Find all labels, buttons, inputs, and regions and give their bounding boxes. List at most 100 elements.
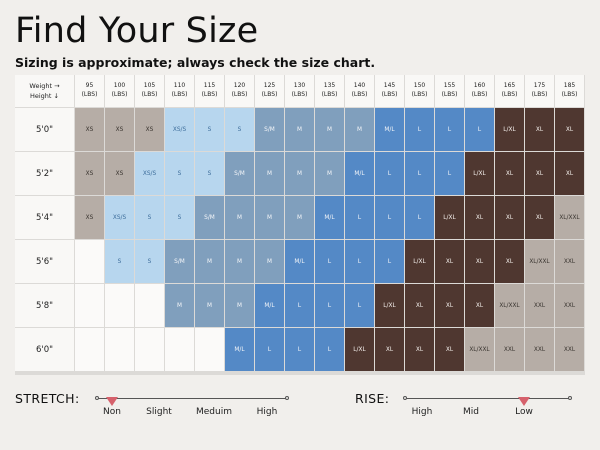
height-row-header: 5'4" (15, 196, 74, 239)
size-cell: XS (105, 152, 134, 195)
weight-height-corner-label: Weight → Height ↓ (15, 75, 74, 107)
size-cell (165, 328, 194, 371)
weight-value: 155 (443, 82, 456, 90)
size-cell: S (135, 196, 164, 239)
weight-unit: (LBS) (261, 91, 278, 98)
size-cell (135, 284, 164, 327)
weight-value: 160 (473, 82, 486, 90)
rise-scale-line (405, 398, 570, 399)
rise-scale-endpoint (568, 396, 572, 400)
weight-value: 110 (173, 82, 186, 90)
weight-unit: (LBS) (291, 91, 308, 98)
rise-tick-label: Mid (463, 407, 479, 417)
size-cell: M/L (285, 240, 314, 283)
size-cell: M/L (225, 328, 254, 371)
size-cell (195, 328, 224, 371)
weight-unit: (LBS) (381, 91, 398, 98)
weight-value: 185 (563, 82, 576, 90)
size-cell: XL (405, 284, 434, 327)
size-cell: XL (405, 328, 434, 371)
weight-value: 95 (85, 82, 94, 90)
size-cell: XS/S (165, 108, 194, 151)
size-cell: XXL (555, 328, 584, 371)
size-cell: M (195, 284, 224, 327)
weight-value: 105 (143, 82, 156, 90)
size-cell: XS/S (105, 196, 134, 239)
size-cell: S (165, 196, 194, 239)
size-cell: XL (525, 196, 554, 239)
size-cell: M (255, 196, 284, 239)
size-cell: L (345, 240, 374, 283)
size-cell: XXL (555, 240, 584, 283)
size-cell: M (255, 152, 284, 195)
weight-column-header: 130 (LBS) (285, 75, 314, 107)
stretch-selected-marker (106, 397, 118, 406)
size-cell: L (405, 152, 434, 195)
weight-value: 120 (233, 82, 246, 90)
weight-unit: (LBS) (321, 91, 338, 98)
size-cell: L/XL (405, 240, 434, 283)
size-cell: L (435, 152, 464, 195)
size-cell: M (225, 284, 254, 327)
size-cell: M/L (375, 108, 404, 151)
size-cell: XL (495, 196, 524, 239)
size-chart-table: Weight → Height ↓ 95 (LBS) 100 (LBS) 105 (LBS)… (15, 75, 585, 375)
weight-unit: (LBS) (471, 91, 488, 98)
weight-value: 165 (503, 82, 516, 90)
stretch-tick-label: Slight (146, 407, 172, 417)
size-cell: M (315, 152, 344, 195)
size-cell: XL/XXL (465, 328, 494, 371)
weight-column-header: 155 (LBS) (435, 75, 464, 107)
weight-column-header: 150 (LBS) (405, 75, 434, 107)
page-subtitle: Sizing is approximate; always check the … (15, 55, 376, 70)
weight-value: 125 (263, 82, 276, 90)
size-cell: XL (555, 108, 584, 151)
size-cell: XS (105, 108, 134, 151)
size-cell (75, 240, 104, 283)
stretch-tick-label: Non (103, 407, 121, 417)
size-cell: XL/XXL (495, 284, 524, 327)
stretch-label: STRETCH: (15, 391, 80, 406)
size-cell: S/M (165, 240, 194, 283)
size-cell (75, 328, 104, 371)
weight-column-header: 175 (LBS) (525, 75, 554, 107)
size-cell: M (285, 108, 314, 151)
size-cell: L (405, 108, 434, 151)
size-cell: XL (525, 152, 554, 195)
size-cell: L/XL (495, 108, 524, 151)
size-cell: L (375, 152, 404, 195)
weight-unit: (LBS) (351, 91, 368, 98)
weight-column-header: 140 (LBS) (345, 75, 374, 107)
size-cell: L (315, 240, 344, 283)
size-cell: L (255, 328, 284, 371)
rise-label: RISE: (355, 391, 390, 406)
size-cell: XL (495, 240, 524, 283)
size-cell: XL (555, 152, 584, 195)
weight-unit: (LBS) (441, 91, 458, 98)
size-cell: XXL (525, 328, 554, 371)
weight-column-header: 160 (LBS) (465, 75, 494, 107)
weight-unit: (LBS) (201, 91, 218, 98)
rise-tick-label: Low (515, 407, 533, 417)
size-cell: S (195, 108, 224, 151)
weight-column-header: 135 (LBS) (315, 75, 344, 107)
size-cell: L (375, 196, 404, 239)
weight-unit: (LBS) (531, 91, 548, 98)
size-cell: L (345, 284, 374, 327)
size-cell: S (105, 240, 134, 283)
weight-column-header: 165 (LBS) (495, 75, 524, 107)
size-cell: XS/S (135, 152, 164, 195)
page-title: Find Your Size (15, 11, 259, 51)
weight-unit: (LBS) (561, 91, 578, 98)
size-cell: S/M (225, 152, 254, 195)
size-cell: M/L (255, 284, 284, 327)
size-cell: S (225, 108, 254, 151)
weight-unit: (LBS) (231, 91, 248, 98)
size-cell: S (195, 152, 224, 195)
weight-value: 150 (413, 82, 426, 90)
size-cell: XL (435, 240, 464, 283)
size-cell: M/L (315, 196, 344, 239)
weight-value: 140 (353, 82, 366, 90)
size-cell: M (345, 108, 374, 151)
size-cell: L/XL (435, 196, 464, 239)
